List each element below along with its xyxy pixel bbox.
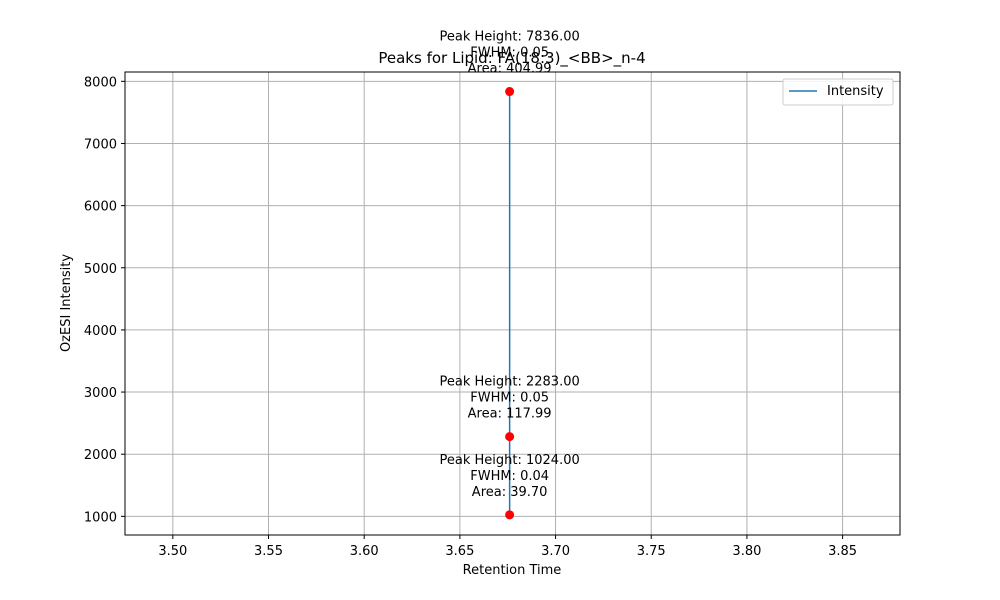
- y-axis-label: OzESI Intensity: [59, 254, 74, 352]
- y-tick-label: 7000: [84, 137, 117, 152]
- x-axis-ticks: 3.50 3.55 3.60 3.65 3.70 3.75 3.80 3.85: [158, 535, 857, 559]
- peak-marker: [505, 510, 515, 520]
- peak-annotation-line: FWHM: 0.05: [470, 391, 549, 406]
- peak-annotation-line: Peak Height: 7836.00: [440, 30, 580, 45]
- peak-annotation-line: Area: 404.99: [468, 62, 552, 77]
- peak-markers: [505, 87, 515, 520]
- legend-box: [782, 78, 894, 106]
- y-tick-label: 8000: [84, 75, 117, 90]
- peak-annotation-line: FWHM: 0.04: [470, 469, 549, 484]
- y-tick-label: 3000: [84, 386, 117, 401]
- peak-annotation-line: Area: 39.70: [472, 485, 548, 500]
- peak-annotation-line: Peak Height: 2283.00: [440, 375, 580, 390]
- peak-annotation-line: FWHM: 0.05: [470, 46, 549, 61]
- grid: [125, 72, 900, 535]
- x-tick-label: 3.80: [732, 544, 761, 559]
- peak-marker: [505, 432, 515, 442]
- x-tick-label: 3.55: [254, 544, 283, 559]
- y-tick-label: 2000: [84, 448, 117, 463]
- plot-frame: [124, 71, 901, 536]
- x-tick-label: 3.50: [158, 544, 187, 559]
- y-tick-label: 5000: [84, 262, 117, 277]
- x-axis-label: Retention Time: [463, 563, 562, 578]
- x-tick-label: 3.60: [350, 544, 379, 559]
- x-tick-label: 3.70: [541, 544, 570, 559]
- y-tick-label: 1000: [84, 510, 117, 525]
- peak-annotation-line: Peak Height: 1024.00: [440, 453, 580, 468]
- peak-marker: [505, 87, 515, 97]
- y-tick-label: 4000: [84, 324, 117, 339]
- x-tick-label: 3.85: [828, 544, 857, 559]
- y-axis-ticks: 1000 2000 3000 4000 5000 6000 7000 8000: [84, 75, 125, 525]
- y-tick-label: 6000: [84, 200, 117, 215]
- x-tick-label: 3.75: [637, 544, 666, 559]
- chart-title: Peaks for Lipid: FA(18:3)_<BB>_n-4: [378, 49, 645, 68]
- x-tick-label: 3.65: [445, 544, 474, 559]
- legend: Intensity: [782, 78, 894, 106]
- peak-annotation-line: Area: 117.99: [468, 407, 552, 422]
- legend-label-intensity: Intensity: [827, 84, 884, 99]
